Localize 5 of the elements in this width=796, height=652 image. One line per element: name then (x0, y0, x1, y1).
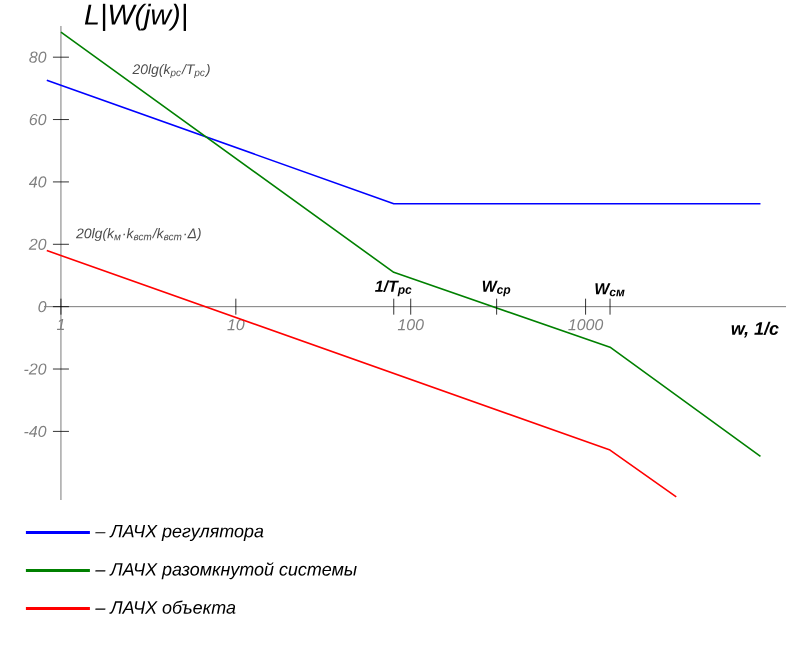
legend-label: – ЛАЧХ объекта (95, 600, 236, 614)
y-axis-title: L|W(jw)| (84, 3, 186, 31)
legend-label: – ЛАЧХ регулятора (95, 524, 264, 542)
legend-label: – ЛАЧХ разомкнутой системы (95, 562, 357, 580)
x-axis-title: w, 1/c (731, 321, 779, 338)
